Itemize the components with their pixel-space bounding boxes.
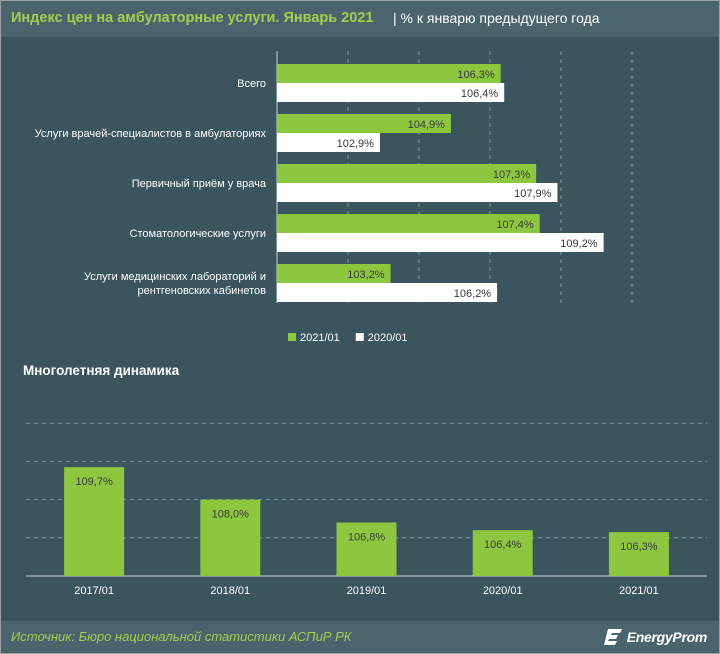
bar-2019-01 (336, 522, 397, 576)
data-label: 109,2% (560, 238, 598, 250)
tick-label: 2018/01 (210, 585, 250, 597)
data-label: 106,3% (620, 541, 658, 553)
chart-subtitle: | % к январю предыдущего года (393, 10, 600, 26)
data-label: 106,8% (348, 532, 386, 544)
bar-2020-01 (277, 233, 604, 252)
tick-label: 2019/01 (347, 585, 387, 597)
bar-2020-01 (277, 183, 558, 202)
legend: 2021/01 2020/01 (288, 332, 408, 344)
bar-2020-01 (472, 530, 533, 576)
chart-title: Индекс цен на амбулаторные услуги. Январ… (11, 10, 374, 26)
data-label: 107,9% (514, 188, 552, 200)
data-label: 103,2% (347, 269, 385, 281)
data-label: 109,7% (75, 476, 113, 488)
bar-2021-01 (608, 532, 669, 576)
category-label-line: рентгеновских кабинетов (138, 285, 267, 297)
category-label-line: Стоматологические услуги (130, 228, 266, 240)
energyprom-logo: EnergyProm (603, 626, 708, 648)
legend-swatch (288, 333, 296, 341)
energyprom-logo-icon (603, 629, 622, 645)
legend-label: 2020/01 (368, 332, 408, 344)
category-label: Услуги врачей-специалистов в амбулатория… (35, 128, 267, 140)
data-label: 108,0% (212, 509, 250, 521)
data-label: 107,4% (496, 219, 534, 231)
data-label: 106,4% (461, 88, 499, 100)
bar-2020-01 (277, 83, 505, 102)
source-note: Источник: Бюро национальной статистики А… (11, 629, 352, 644)
bar-2020-01 (277, 133, 380, 152)
data-label: 106,3% (457, 69, 495, 81)
bar-2021-01 (277, 214, 540, 233)
data-label: 104,9% (408, 119, 446, 131)
category-label-line: Первичный приём у врача (132, 178, 267, 190)
category-label: Стоматологические услуги (130, 228, 266, 240)
tick-label: 2020/01 (483, 585, 523, 597)
category-label-line: Услуги врачей-специалистов в амбулатория… (35, 128, 267, 140)
logo-text: EnergyProm (626, 629, 708, 645)
category-label: Услуги медицинских лабораторий и рентгено… (84, 271, 266, 297)
bar-2018-01 (200, 499, 261, 576)
multiyear-dynamics-chart: 109,7% 2017/01 108,0% 2018/01 106,8% 2019/01 1… (26, 422, 707, 597)
footer-bar: Источник: Бюро национальной статистики А… (1, 621, 719, 653)
data-label: 106,2% (454, 288, 492, 300)
legend-swatch (355, 333, 364, 341)
category-label: Первичный приём у врача (132, 178, 267, 190)
bar-2021-01 (277, 114, 451, 133)
category-label-line: Всего (237, 78, 266, 90)
legend-label: 2021/01 (300, 332, 340, 344)
bar-2020-01 (277, 283, 498, 302)
dynamics-title: Многолетняя динамика (23, 363, 180, 378)
grid-lines (26, 422, 707, 539)
bar-2021-01 (277, 64, 501, 83)
data-label: 106,4% (484, 539, 522, 551)
category-label: Всего (237, 78, 266, 90)
bar-2021-01 (277, 264, 391, 283)
tick-label: 2021/01 (619, 585, 659, 597)
category-label-line: Услуги медицинских лабораторий и (84, 271, 266, 283)
title-bar: Индекс цен на амбулаторные услуги. Январ… (1, 1, 719, 37)
bar-2021-01 (277, 164, 537, 183)
price-index-bar-chart: Всего 106,3% 106,4% Услуги врачей-специалис… (35, 51, 633, 344)
tick-label: 2017/01 (74, 585, 114, 597)
data-label: 102,9% (337, 138, 375, 150)
bar-2017-01 (64, 467, 125, 576)
data-label: 107,3% (493, 169, 531, 181)
